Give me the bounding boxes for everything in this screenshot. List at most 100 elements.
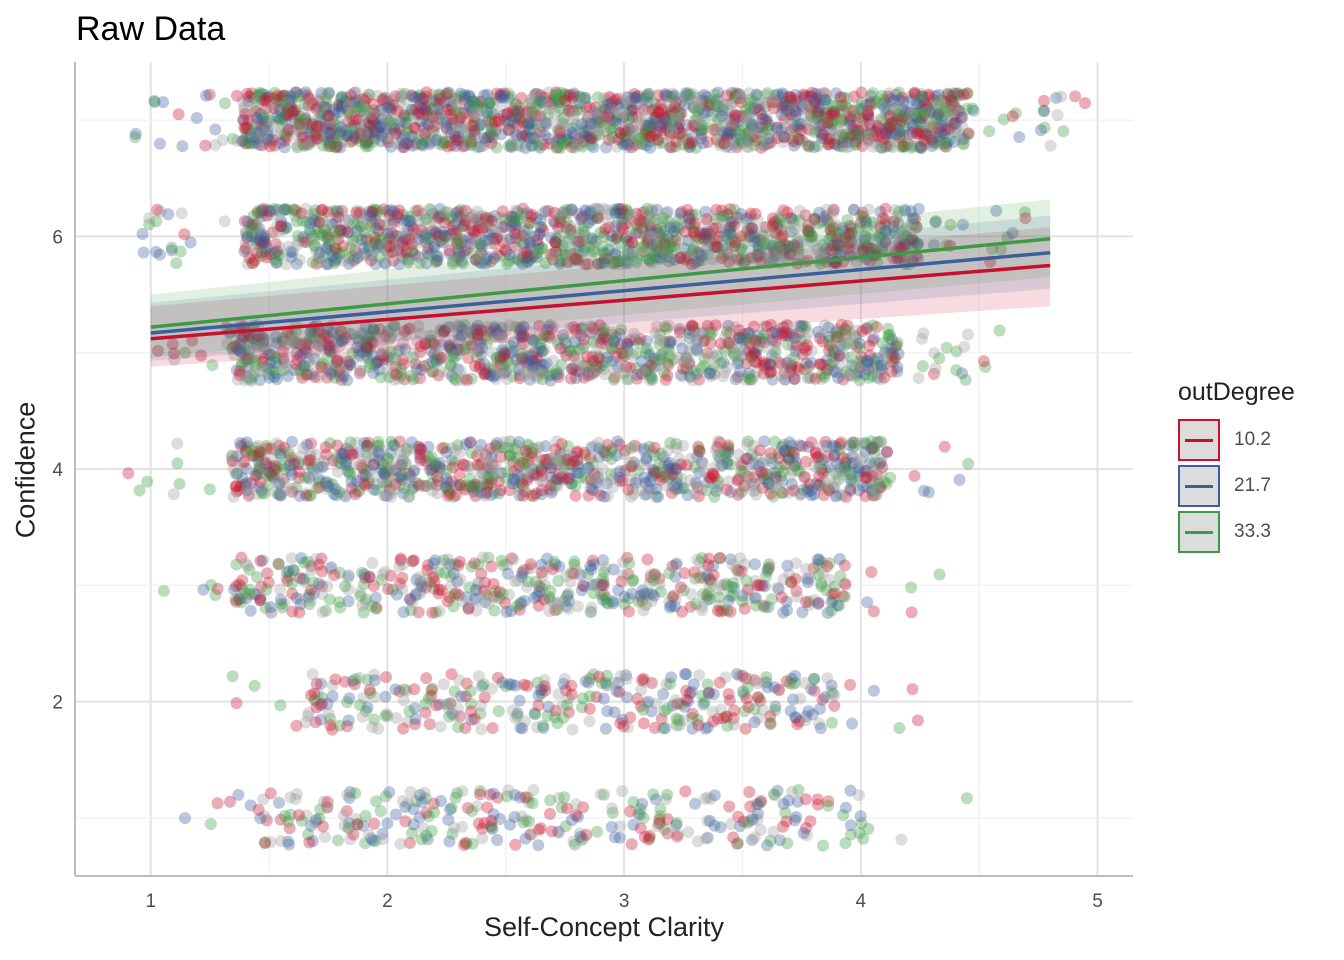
scatter-point <box>435 351 448 364</box>
scatter-point <box>740 109 753 121</box>
scatter-point <box>589 365 601 378</box>
scatter-point <box>479 211 492 224</box>
scatter-point <box>573 138 586 151</box>
scatter-point <box>492 364 505 377</box>
scatter-point <box>551 141 564 154</box>
scatter-point <box>594 106 607 119</box>
scatter-point <box>459 107 472 120</box>
scatter-point <box>626 110 639 123</box>
scatter-point <box>937 108 950 121</box>
scatter-point <box>686 374 699 387</box>
scatter-point <box>618 111 631 124</box>
scatter-point <box>724 127 737 140</box>
scatter-point <box>882 322 894 335</box>
scatter-point <box>777 92 790 105</box>
scatter-point <box>855 86 868 99</box>
scatter-point <box>651 133 664 146</box>
scatter-point <box>790 99 803 112</box>
scatter-point <box>518 224 531 237</box>
scatter-point <box>850 123 863 136</box>
scatter-point <box>358 127 371 140</box>
scatter-point <box>687 101 700 114</box>
scatter-point <box>642 87 654 100</box>
scatter-point <box>915 87 928 100</box>
scatter-point <box>150 245 163 258</box>
scatter-point <box>960 102 973 115</box>
scatter-point <box>887 141 900 154</box>
scatter-point <box>413 89 426 102</box>
scatter-point <box>475 96 488 108</box>
scatter-point <box>907 122 920 135</box>
scatter-point <box>953 126 966 139</box>
scatter-point <box>249 359 262 372</box>
scatter-point <box>676 342 689 355</box>
scatter-point <box>938 137 951 150</box>
scatter-point <box>893 109 906 122</box>
scatter-point <box>278 141 291 154</box>
scatter-point <box>431 90 444 103</box>
scatter-point <box>454 111 467 124</box>
scatter-point <box>388 93 401 106</box>
scatter-point <box>308 215 321 228</box>
scatter-point <box>899 140 912 153</box>
scatter-point <box>841 102 854 115</box>
scatter-point <box>153 137 166 150</box>
scatter-point <box>321 110 334 123</box>
scatter-point <box>755 107 768 120</box>
scatter-point <box>639 119 651 132</box>
scatter-point <box>906 140 918 152</box>
scatter-point <box>777 98 790 111</box>
scatter-point <box>514 114 527 126</box>
scatter-point <box>966 102 979 115</box>
scatter-point <box>918 98 931 111</box>
scatter-point <box>267 133 279 146</box>
scatter-point <box>712 86 724 99</box>
scatter-point <box>763 119 776 132</box>
scatter-point <box>171 457 184 470</box>
scatter-point <box>609 114 622 126</box>
scatter-point <box>816 439 829 452</box>
scatter-point <box>788 373 801 385</box>
scatter-point <box>967 104 980 117</box>
scatter-point <box>407 130 420 143</box>
scatter-point <box>586 456 599 469</box>
scatter-point <box>802 98 814 110</box>
scatter-point <box>542 86 555 99</box>
scatter-point <box>666 105 679 118</box>
scatter-point <box>286 94 298 107</box>
scatter-point <box>698 117 711 130</box>
scatter-point <box>583 101 596 114</box>
scatter-point <box>857 115 870 128</box>
scatter-point <box>760 131 773 144</box>
scatter-point <box>271 95 284 107</box>
scatter-point <box>641 202 654 215</box>
scatter-point <box>437 135 449 148</box>
scatter-point <box>543 102 556 115</box>
scatter-point <box>238 121 251 134</box>
scatter-point <box>851 100 864 113</box>
scatter-point <box>952 104 965 117</box>
scatter-point <box>519 130 532 143</box>
scatter-point <box>622 139 635 152</box>
scatter-point <box>665 125 678 138</box>
scatter-point <box>862 109 875 122</box>
scatter-point <box>751 89 764 102</box>
scatter-point <box>607 131 620 143</box>
scatter-point <box>395 87 407 100</box>
scatter-point <box>377 94 390 107</box>
scatter-point <box>843 131 856 144</box>
scatter-point <box>465 125 478 138</box>
scatter-point <box>306 135 319 148</box>
scatter-point <box>444 95 457 108</box>
scatter-point <box>593 109 606 121</box>
scatter-point <box>667 106 680 119</box>
scatter-point <box>404 108 417 121</box>
scatter-point <box>822 138 835 151</box>
scatter-point <box>289 103 302 116</box>
scatter-point <box>282 102 295 115</box>
scatter-point <box>535 120 547 133</box>
scatter-point <box>830 99 843 112</box>
scatter-point <box>366 250 379 263</box>
scatter-point <box>129 127 142 140</box>
scatter-point <box>302 122 315 135</box>
